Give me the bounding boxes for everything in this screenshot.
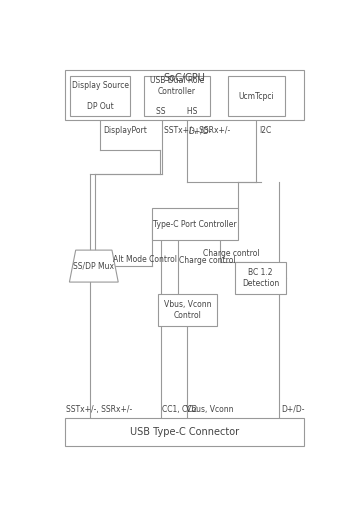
Text: Type-C Port Controller: Type-C Port Controller [153,220,237,229]
Bar [152,208,238,240]
Text: UcmTcpci: UcmTcpci [238,92,274,101]
Text: SoC/CPU: SoC/CPU [163,74,206,84]
Text: I2C: I2C [259,126,271,135]
Polygon shape [69,250,118,282]
Text: DisplayPort: DisplayPort [103,126,147,135]
Text: USB Dual Role
Controller

SS         HS: USB Dual Role Controller SS HS [150,76,204,116]
Text: Charge control: Charge control [203,249,259,258]
Text: Display Source

DP Out: Display Source DP Out [72,81,129,111]
Text: SS/DP Mux: SS/DP Mux [73,262,114,270]
Bar [70,76,130,116]
Text: USB Type-C Connector: USB Type-C Connector [130,427,239,437]
Text: Vbus, Vconn
Control: Vbus, Vconn Control [163,301,211,320]
Bar [235,262,286,294]
Bar [228,76,285,116]
Bar [158,294,217,326]
Text: Alt Mode Control: Alt Mode Control [113,255,177,264]
Text: Vbus, Vconn: Vbus, Vconn [186,405,233,414]
Bar [64,70,305,120]
Text: SSTx+/-, SSRx+/-: SSTx+/-, SSRx+/- [164,126,230,135]
Text: D+/D-: D+/D- [188,126,212,135]
Text: Charge control: Charge control [179,256,236,265]
Bar [144,76,210,116]
Text: D+/D-: D+/D- [282,405,305,414]
Text: BC 1.2
Detection: BC 1.2 Detection [242,268,279,288]
Text: SSTx+/-, SSRx+/-: SSTx+/-, SSRx+/- [66,405,132,414]
Bar [64,418,305,446]
Text: CC1, CC2: CC1, CC2 [162,405,198,414]
